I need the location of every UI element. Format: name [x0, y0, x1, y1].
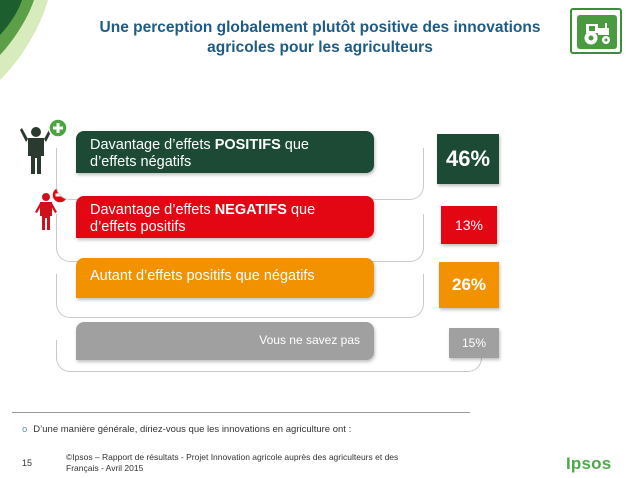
title-line-2: agricoles pour les agriculteurs [207, 39, 433, 56]
page-title: Une perception globalement plutôt positi… [70, 18, 570, 58]
value-unknown: 15% [449, 328, 499, 358]
bar-label-line1-end: que [286, 202, 316, 218]
question-text: o D’une manière générale, diriez-vous que… [22, 424, 351, 435]
bar-label-line1: Davantage d’effets [90, 137, 215, 153]
bar-label-line1: Vous ne savez pas [259, 333, 360, 347]
bar-unknown: Vous ne savez pas [76, 322, 374, 360]
ipsos-logo: Ipsos [566, 454, 612, 473]
divider [12, 412, 470, 413]
value-negative: 13% [441, 206, 497, 244]
source-note: ©Ipsos – Rapport de résultats - Projet I… [66, 452, 406, 474]
bar-negative: Davantage d’effets NEGATIFS que d’effets… [76, 196, 374, 238]
corner-decoration [0, 0, 48, 80]
page-number: 15 [22, 458, 33, 468]
bar-label-line2: d’effets négatifs [90, 154, 192, 170]
bar-label-line2: d’effets positifs [90, 219, 186, 235]
circle-bullet-icon: o [22, 424, 28, 435]
bar-equal: Autant d’effets positifs que négatifs [76, 258, 374, 298]
person-plus-icon [20, 118, 68, 174]
value-equal: 26% [439, 262, 499, 308]
title-line-1: Une perception globalement plutôt positi… [99, 19, 541, 36]
bar-label-line1: Autant d’effets positifs que négatifs [90, 268, 315, 284]
tractor-icon [577, 15, 617, 49]
question-label: D’une manière générale, diriez-vous que … [33, 424, 352, 435]
bar-label-line1-end: que [280, 137, 309, 153]
bar-label-bold: NEGATIFS [214, 202, 287, 218]
source-line-1: ©Ipsos – Rapport de résultats - Projet I… [66, 452, 399, 462]
bar-positive: Davantage d’effets POSITIFS que d’effets… [76, 131, 374, 173]
value-positive: 46% [437, 134, 499, 184]
bar-label-bold: POSITIFS [214, 137, 281, 153]
bar-label-line1: Davantage d’effets [90, 202, 215, 218]
source-line-2: Français - Avril 2015 [66, 463, 144, 473]
tractor-badge [570, 8, 622, 54]
